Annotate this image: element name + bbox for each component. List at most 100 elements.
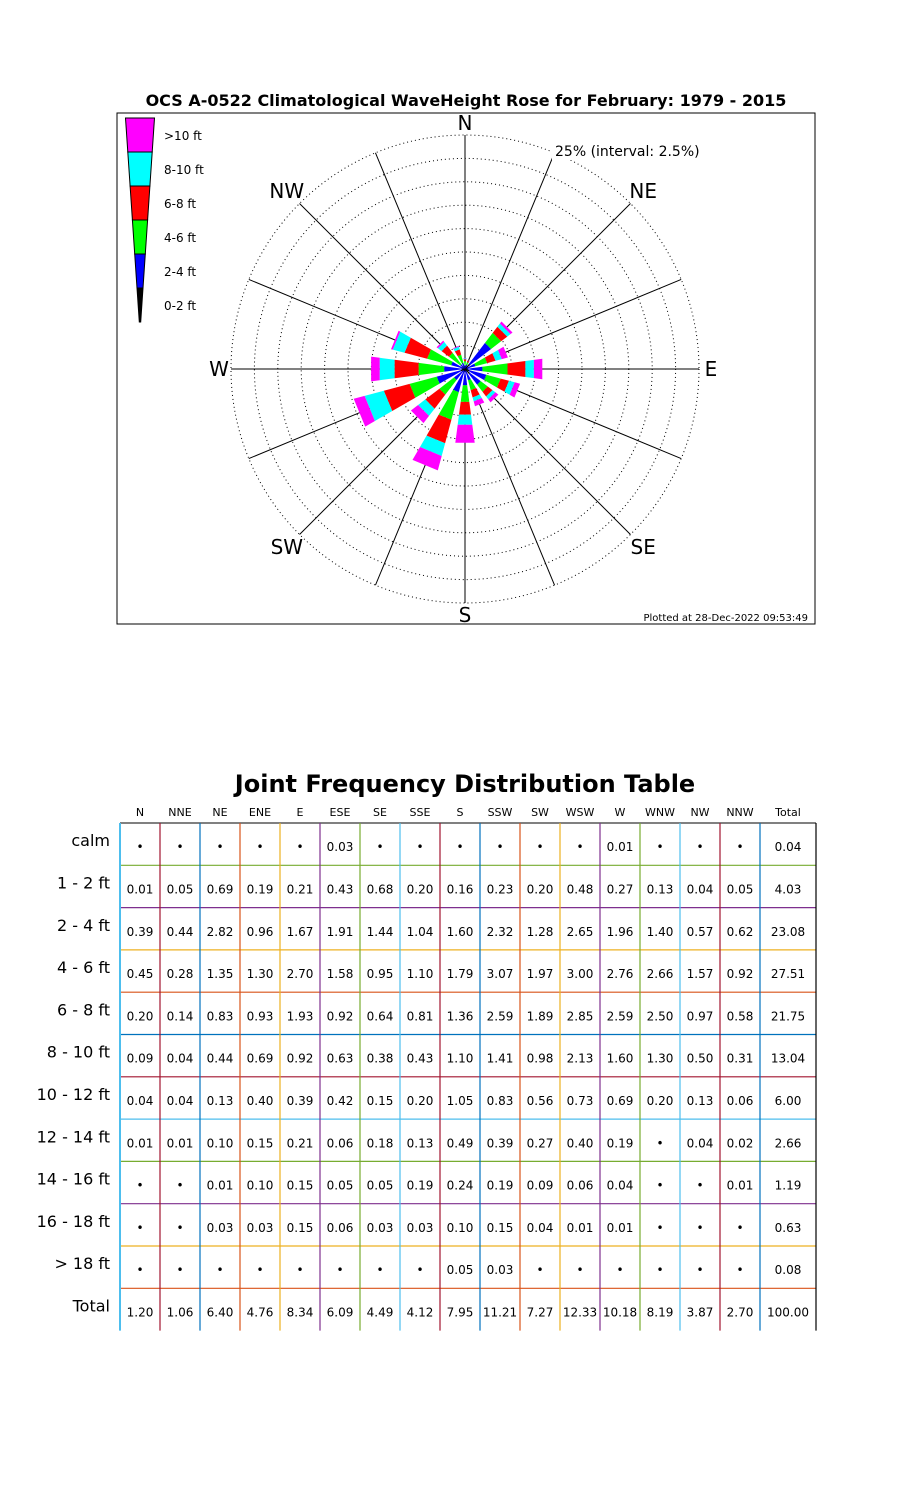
table-cell: 0.48 [567, 883, 594, 897]
table-cell: 0.73 [567, 1094, 594, 1108]
wedge-nw--10-ft [436, 340, 445, 349]
table-cell: 0.42 [327, 1094, 354, 1108]
table-cell: • [696, 1221, 703, 1235]
table-cell: 0.49 [447, 1136, 474, 1150]
table-cell: 1.67 [287, 925, 314, 939]
table-cell: 0.21 [287, 883, 314, 897]
table-cell: 0.92 [727, 967, 754, 981]
table-cell: 0.64 [367, 1009, 394, 1023]
table-cell: 7.95 [447, 1306, 474, 1320]
table-cell: • [136, 1221, 143, 1235]
table-cell: 27.51 [771, 967, 805, 981]
wedge-ne-2-4-ft [468, 342, 492, 366]
row-label: calm [71, 831, 110, 850]
wedge-sse-8-10-ft [472, 394, 482, 402]
row-label: 12 - 14 ft [37, 1127, 110, 1146]
table-cell: 1.04 [407, 925, 434, 939]
wedge-wnw-6-8-ft [404, 337, 431, 359]
wedge-w-6-8-ft [394, 359, 419, 379]
table-cell: 0.03 [327, 840, 354, 854]
table-cell: • [136, 840, 143, 854]
wedge-ene--10-ft [498, 346, 508, 360]
table-cell: 0.05 [367, 1179, 394, 1193]
wedge-wsw--10-ft [353, 395, 375, 427]
column-header: Total [774, 806, 801, 819]
table-cell: 0.81 [407, 1009, 434, 1023]
wedge-sse-0-2-ft [465, 369, 466, 371]
table-cell: • [496, 840, 503, 854]
table-cell: 0.95 [367, 967, 394, 981]
table-cell: 0.13 [407, 1136, 434, 1150]
table-cell: 0.03 [367, 1221, 394, 1235]
wedge-ese-6-8-ft [497, 378, 509, 392]
table-cell: 0.20 [407, 1094, 434, 1108]
wedge-se-8-10-ft [486, 390, 496, 400]
table-cell: 0.63 [775, 1221, 802, 1235]
wedge-ene-0-2-ft [465, 368, 467, 369]
table-cell: 0.01 [607, 840, 634, 854]
table-cell: 0.69 [247, 1052, 274, 1066]
table-cell: 0.10 [207, 1136, 234, 1150]
table-cell: 0.05 [327, 1179, 354, 1193]
spoke [374, 152, 466, 370]
table-cell: 0.98 [527, 1052, 554, 1066]
table-cell: 0.39 [487, 1136, 514, 1150]
table-cell: 0.04 [167, 1094, 194, 1108]
table-cell: 1.97 [527, 967, 554, 981]
table-cell: 0.15 [367, 1094, 394, 1108]
wedge-sw-8-10-ft [418, 399, 435, 416]
table-cell: 0.38 [367, 1052, 394, 1066]
table-cell: 1.30 [247, 967, 274, 981]
table-cell: 1.60 [607, 1052, 634, 1066]
wedge-ese-0-2-ft [465, 369, 470, 372]
table-cell: 0.43 [407, 1052, 434, 1066]
wedge-wnw-4-6-ft [427, 349, 453, 366]
table-cell: 0.40 [247, 1094, 274, 1108]
table-cell: 1.89 [527, 1009, 554, 1023]
column-header: N [136, 806, 144, 819]
wedge-ne-8-10-ft [497, 323, 511, 337]
table-cell: • [176, 1221, 183, 1235]
table-cell: 0.96 [247, 925, 274, 939]
table-cell: 0.01 [167, 1136, 194, 1150]
table-cell: 0.18 [367, 1136, 394, 1150]
wedge-n-2-4-ft [464, 365, 466, 369]
table-cell: 0.04 [687, 883, 714, 897]
table-cell: • [176, 840, 183, 854]
table-cell: • [416, 840, 423, 854]
table-cell: 0.01 [207, 1179, 234, 1193]
table-cell: 0.19 [487, 1179, 514, 1193]
table-cell: • [736, 1263, 743, 1277]
table-cell: 23.08 [771, 925, 805, 939]
table-cell: 0.03 [407, 1221, 434, 1235]
wedge-ssw-0-2-ft [463, 369, 465, 372]
table-cell: 2.59 [607, 1009, 634, 1023]
table-cell: • [736, 1221, 743, 1235]
table-cell: 8.34 [287, 1306, 314, 1320]
table-cell: 1.10 [407, 967, 434, 981]
table-cell: 0.03 [207, 1221, 234, 1235]
table-cell: • [736, 840, 743, 854]
table-cell: 0.09 [127, 1052, 154, 1066]
table-cell: • [216, 1263, 223, 1277]
wedge-e-8-10-ft [525, 359, 534, 379]
column-header: WNW [645, 806, 675, 819]
table-cell: 0.15 [287, 1221, 314, 1235]
table-cell: • [616, 1263, 623, 1277]
compass-label-w: W [209, 357, 229, 381]
column-header: ESE [330, 806, 351, 819]
compass-label-e: E [705, 357, 718, 381]
table-cell: 0.83 [487, 1094, 514, 1108]
wedge-ese-2-4-ft [468, 370, 487, 381]
table-cell: 1.20 [127, 1306, 154, 1320]
wedge-se-6-8-ft [482, 386, 493, 397]
wedge-s-8-10-ft [457, 414, 473, 425]
table-cell: 0.06 [327, 1136, 354, 1150]
wedge-se-4-6-ft [477, 381, 488, 392]
table-cell: • [456, 840, 463, 854]
row-label: 8 - 10 ft [47, 1043, 110, 1062]
wedge-w-2-4-ft [444, 366, 463, 372]
table-cell: 0.06 [727, 1094, 754, 1108]
table-cell: 0.69 [207, 883, 234, 897]
table-cell: 2.32 [487, 925, 514, 939]
